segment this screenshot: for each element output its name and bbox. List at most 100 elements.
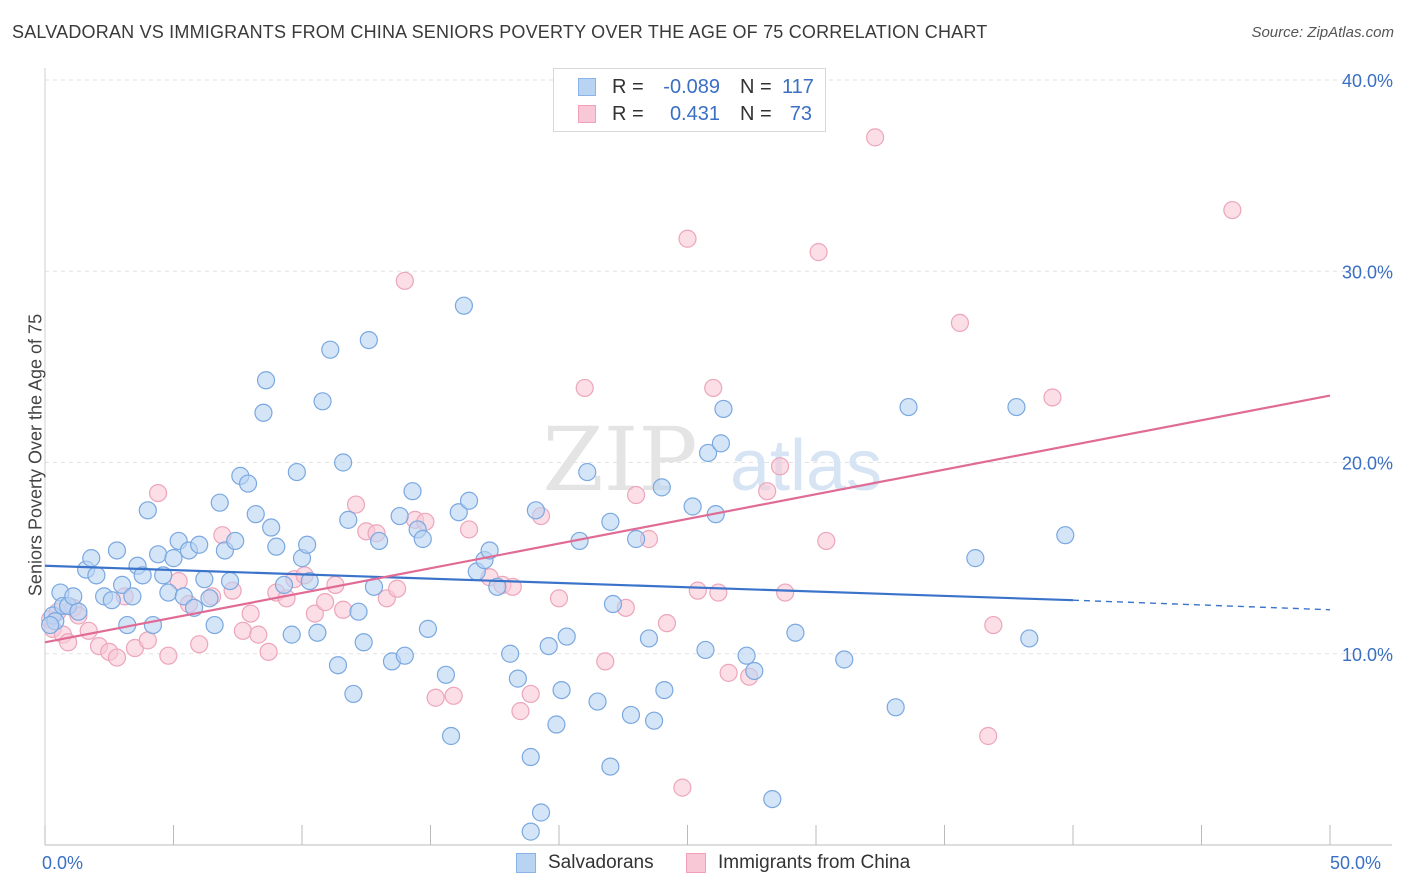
china-point — [979, 726, 998, 746]
salvadoran-point — [547, 715, 566, 734]
salvadoran-point — [210, 493, 229, 512]
y-tick-label: 20.0% — [1342, 454, 1393, 474]
legend-r-value: -0.089 — [663, 75, 720, 98]
china-point — [549, 589, 569, 608]
china-point — [817, 531, 836, 551]
china-point — [395, 271, 414, 290]
axes — [44, 68, 1392, 846]
china-point — [241, 604, 260, 623]
legend-n-value: 73 — [789, 102, 812, 125]
trend-line-salvadorans — [44, 564, 1074, 602]
salvadoran-point — [313, 392, 332, 411]
salvadoran-point — [899, 397, 918, 417]
salvadoran-point — [69, 602, 88, 621]
salvadoran-point — [370, 531, 389, 551]
china-point — [678, 229, 697, 248]
salvadoran-point — [205, 615, 224, 635]
salvadoran-point — [41, 615, 60, 635]
salvadoran-point — [159, 583, 178, 602]
salvadoran-point — [339, 510, 358, 529]
salvadoran-point — [328, 656, 348, 675]
china-point — [866, 128, 885, 147]
salvadoran-point — [344, 684, 363, 704]
salvadoran-point — [298, 535, 317, 554]
salvadoran-point — [1007, 397, 1026, 417]
china-point — [159, 646, 178, 665]
salvadoran-point — [334, 453, 353, 472]
salvadoran-point — [148, 545, 168, 564]
bottom-legend-label: Immigrants from China — [718, 852, 911, 873]
salvadoran-point — [254, 403, 273, 422]
salvadoran-point — [588, 692, 607, 711]
china-point — [233, 621, 252, 640]
salvadoran-point — [737, 646, 756, 665]
salvadoran-point — [395, 646, 414, 665]
salvadoran-point — [300, 571, 319, 591]
salvadoran-point — [786, 623, 805, 642]
salvadoran-point — [508, 669, 527, 688]
salvadoran-point — [454, 296, 474, 315]
salvadoran-point — [238, 474, 258, 493]
salvadoran-point — [190, 535, 209, 554]
salvadoran-point — [698, 443, 718, 463]
china-point — [426, 688, 445, 707]
china-point — [521, 684, 540, 704]
salvadoran-point — [521, 822, 540, 841]
legend-r-value: 0.431 — [669, 102, 720, 125]
salvadoran-point — [1056, 526, 1075, 545]
china-point — [316, 593, 335, 612]
salvadoran-point — [308, 623, 327, 642]
salvadoran-point — [526, 501, 545, 520]
salvadoran-point — [601, 512, 620, 531]
salvadoran-point — [763, 789, 782, 809]
chart-title: SALVADORAN VS IMMIGRANTS FROM CHINA SENI… — [12, 22, 988, 42]
y-axis-title: Seniors Poverty Over the Age of 75 — [25, 313, 46, 597]
salvadoran-point — [683, 497, 702, 516]
salvadoran-point — [133, 566, 152, 585]
bottom-legend-china: Immigrants from China — [686, 852, 910, 874]
trend-line-salvadorans-extension — [1072, 599, 1331, 611]
china-point — [770, 457, 790, 476]
salvadoran-point — [246, 505, 265, 524]
china-point — [673, 778, 692, 797]
salvadoran-point — [107, 541, 127, 560]
china-point — [776, 583, 795, 602]
salvadoran-point — [220, 571, 240, 591]
series-immigrants-from-china — [41, 128, 1242, 797]
salvadoran-point — [966, 549, 985, 568]
grid-lines — [45, 79, 1392, 655]
salvadoran-point — [287, 462, 306, 482]
legend-row-salvadorans: R = -0.089 N = 117 — [578, 74, 814, 100]
salvadoran-point — [521, 747, 540, 767]
salvadoran-point — [531, 803, 551, 822]
china-point — [79, 621, 98, 640]
salvadoran-point — [262, 518, 281, 537]
salvadoran-point — [621, 705, 641, 725]
salvadoran-point — [714, 399, 733, 419]
china-point — [596, 652, 615, 671]
y-tick-label: 10.0% — [1342, 645, 1393, 665]
salvadoran-point — [626, 529, 646, 549]
legend: R = -0.089 N = 117 R = 0.431 N = 73 — [553, 68, 826, 132]
china-point — [950, 313, 970, 332]
china-point — [626, 485, 646, 505]
bottom-legend-label: Salvadorans — [548, 852, 654, 873]
salvadoran-point — [102, 591, 121, 610]
china-point — [107, 648, 127, 667]
salvadoran-point — [267, 537, 286, 556]
salvadoran-point — [403, 482, 422, 501]
salvadoran-point — [655, 680, 674, 700]
salvadoran-point — [195, 570, 214, 589]
legend-n-label: N = — [740, 102, 772, 125]
bottom-legend-swatch-pink — [686, 853, 706, 873]
salvadoran-point — [601, 757, 620, 776]
y-tick-label: 40.0% — [1342, 71, 1393, 91]
trend-line-china — [44, 394, 1331, 644]
salvadoran-point — [449, 503, 468, 522]
china-point — [1043, 388, 1062, 407]
salvadoran-point — [886, 698, 905, 717]
x-tick-max: 50.0% — [1330, 853, 1382, 873]
china-point — [249, 625, 268, 644]
salvadoran-point — [501, 644, 520, 663]
